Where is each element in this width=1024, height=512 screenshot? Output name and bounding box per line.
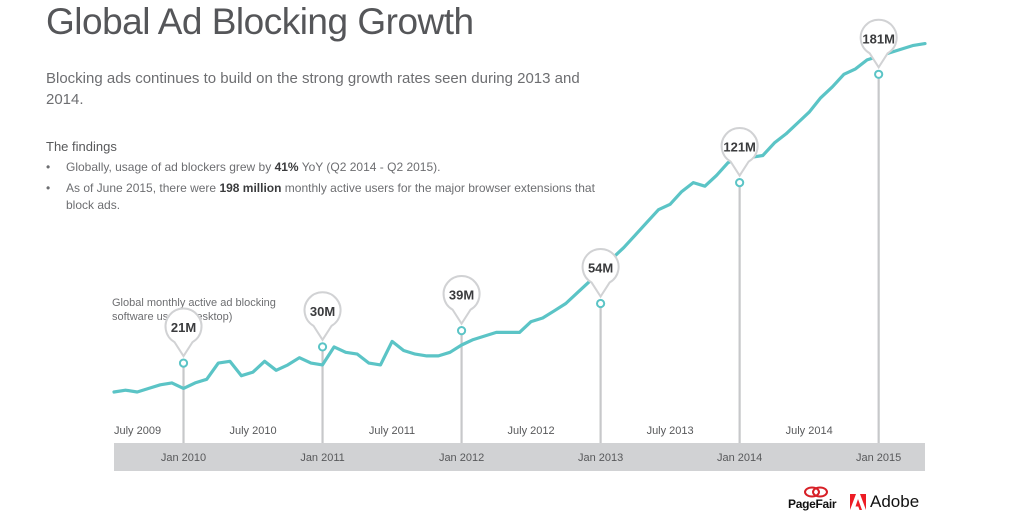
data-point-marker (456, 326, 467, 336)
data-point-marker (317, 342, 328, 352)
finding-text-post: YoY (Q2 2014 - Q2 2015). (298, 160, 441, 174)
annotation-pin-icon (442, 275, 481, 326)
series-line (112, 41, 927, 394)
x-tick-label-top: July 2014 (786, 425, 833, 437)
x-tick-label-bottom: Jan 2014 (717, 452, 762, 464)
annotation-pin-icon (720, 127, 759, 178)
chart-y-label: Global monthly active ad blocking softwa… (112, 297, 276, 323)
finding-item: • Globally, usage of ad blockers grew by… (46, 159, 606, 176)
x-tick-label-bottom: Jan 2010 (161, 452, 206, 464)
x-tick-label-top: July 2009 (114, 425, 161, 437)
x-tick-label-bottom: Jan 2013 (578, 452, 623, 464)
x-tick-label-top: July 2011 (369, 425, 415, 437)
finding-text-bold: 198 million (219, 181, 282, 195)
footer-logos: PageFair Adobe (786, 486, 926, 512)
bullet-icon: • (46, 160, 51, 174)
annotation-label: 181M (862, 31, 895, 46)
annotation-pin-icon (581, 248, 620, 299)
x-axis-band (114, 443, 925, 471)
adobe-logo-text: Adobe (870, 492, 920, 511)
finding-item: • As of June 2015, there were 198 millio… (46, 180, 606, 214)
annotation-pin-icon (164, 307, 203, 358)
adobe-mark-icon (850, 494, 866, 510)
x-tick-label-top: July 2013 (647, 425, 694, 437)
x-tick-label-top: July 2010 (229, 425, 276, 437)
findings-heading: The findings (46, 139, 117, 154)
page-title: Global Ad Blocking Growth (46, 1, 474, 42)
bullet-icon: • (46, 181, 51, 195)
page-subtitle: Blocking ads continues to build on the s… (46, 70, 580, 108)
annotation-pin-icon (303, 291, 342, 342)
pagefair-logo: PageFair (786, 486, 846, 511)
annotation-label: 21M (171, 320, 196, 335)
findings-list: • Globally, usage of ad blockers grew by… (46, 159, 606, 218)
x-tick-label-bottom: Jan 2011 (300, 452, 344, 464)
data-point-marker (178, 358, 189, 368)
adobe-logo: Adobe (850, 492, 926, 512)
x-tick-label-bottom: Jan 2012 (439, 452, 484, 464)
finding-text-pre: As of June 2015, there were (66, 181, 220, 195)
x-tick-label-bottom: Jan 2015 (856, 452, 901, 464)
finding-text-post: monthly active users for the major brows… (66, 181, 595, 212)
pagefair-logo-text: PageFair (788, 497, 837, 511)
x-tick-label-top: July 2012 (508, 425, 555, 437)
data-point-marker (596, 298, 606, 309)
annotation-label: 54M (588, 261, 613, 276)
annotation-pin-icon (859, 18, 898, 70)
finding-text-pre: Globally, usage of ad blockers grew by (66, 160, 275, 174)
annotation-label: 30M (310, 304, 335, 319)
finding-text-bold: 41% (274, 160, 299, 174)
pagefair-mark-icon (804, 486, 828, 498)
data-point-marker (874, 69, 884, 79)
annotation-label: 39M (449, 288, 474, 303)
annotation-label: 121M (723, 140, 756, 155)
data-point-marker (735, 177, 745, 188)
